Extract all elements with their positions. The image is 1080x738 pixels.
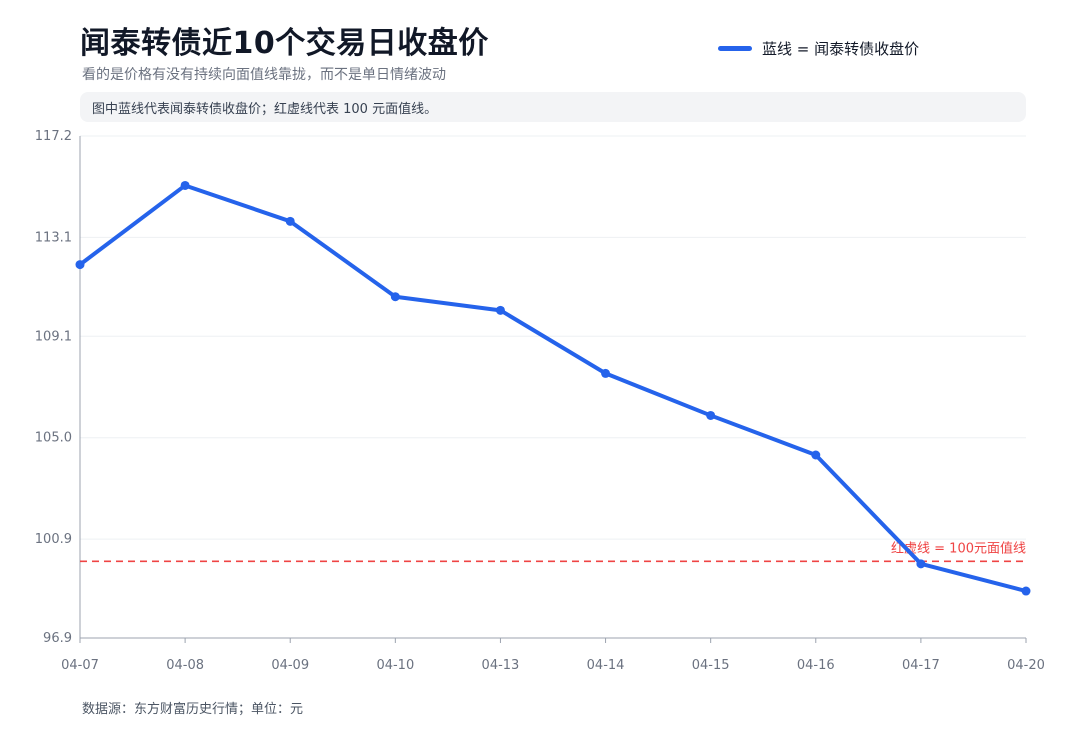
y-tick-label: 117.2 [35, 129, 72, 144]
x-tick-label: 04-20 [1007, 658, 1045, 673]
x-tick-label: 04-15 [692, 658, 730, 673]
data-point [495, 305, 505, 315]
x-tick-label: 04-09 [271, 658, 309, 673]
y-tick-label: 113.1 [35, 230, 72, 245]
x-tick-label: 04-16 [797, 658, 835, 673]
data-point [75, 260, 85, 270]
legend: 蓝线 = 闻泰转债收盘价 [718, 38, 919, 59]
data-point [916, 559, 926, 569]
x-tick-label: 04-13 [482, 658, 520, 673]
y-tick-label: 105.0 [35, 431, 72, 446]
data-point [706, 410, 716, 420]
data-point [1021, 586, 1031, 596]
reference-line-label: 红虚线 = 100元面值线 [891, 540, 1026, 556]
x-tick-label: 04-17 [902, 658, 940, 673]
x-tick-label: 04-08 [166, 658, 204, 673]
legend-label: 蓝线 = 闻泰转债收盘价 [762, 40, 920, 58]
series-line [78, 183, 1028, 594]
x-tick-label: 04-10 [376, 658, 414, 673]
x-tick-label: 04-14 [587, 658, 625, 673]
y-tick-label: 96.9 [43, 631, 72, 646]
data-point [811, 450, 821, 460]
chart-subtitle: 看的是价格有没有持续向面值线靠拢，而不是单日情绪波动 [82, 67, 446, 83]
data-point [180, 180, 190, 190]
legend-swatch [718, 46, 752, 51]
x-tick-label: 04-07 [61, 658, 99, 673]
note-text: 图中蓝线代表闻泰转债收盘价；红虚线代表 100 元面值线。 [92, 102, 438, 117]
note-box: 图中蓝线代表闻泰转债收盘价；红虚线代表 100 元面值线。 [80, 92, 1026, 122]
data-source-note: 数据源：东方财富历史行情；单位：元 [82, 702, 304, 717]
y-tick-label: 109.1 [35, 329, 72, 344]
y-tick-label: 100.9 [35, 532, 72, 547]
chart-title: 闻泰转债近10个交易日收盘价 [80, 26, 489, 61]
data-point [601, 368, 611, 378]
data-point [390, 292, 400, 302]
data-point [285, 216, 295, 226]
